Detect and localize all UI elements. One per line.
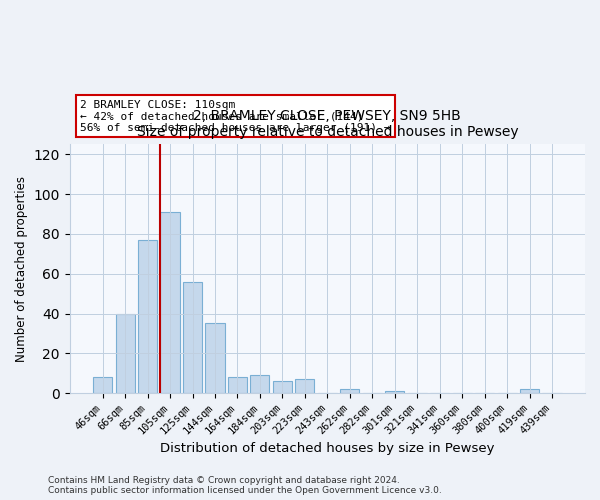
X-axis label: Distribution of detached houses by size in Pewsey: Distribution of detached houses by size … xyxy=(160,442,494,455)
Bar xyxy=(273,381,292,393)
Title: 2, BRAMLEY CLOSE, PEWSEY, SN9 5HB
Size of property relative to detached houses i: 2, BRAMLEY CLOSE, PEWSEY, SN9 5HB Size o… xyxy=(137,109,518,139)
Bar xyxy=(93,377,112,393)
Text: 2 BRAMLEY CLOSE: 110sqm
← 42% of detached houses are smaller (144)
56% of semi-d: 2 BRAMLEY CLOSE: 110sqm ← 42% of detache… xyxy=(80,100,391,132)
Bar xyxy=(138,240,157,393)
Bar xyxy=(340,389,359,393)
Bar xyxy=(205,324,224,393)
Bar xyxy=(520,389,539,393)
Text: Contains HM Land Registry data © Crown copyright and database right 2024.
Contai: Contains HM Land Registry data © Crown c… xyxy=(48,476,442,495)
Bar xyxy=(250,375,269,393)
Bar xyxy=(228,377,247,393)
Bar xyxy=(116,314,134,393)
Bar xyxy=(385,391,404,393)
Bar xyxy=(295,379,314,393)
Bar xyxy=(183,282,202,393)
Y-axis label: Number of detached properties: Number of detached properties xyxy=(15,176,28,362)
Bar xyxy=(160,212,179,393)
